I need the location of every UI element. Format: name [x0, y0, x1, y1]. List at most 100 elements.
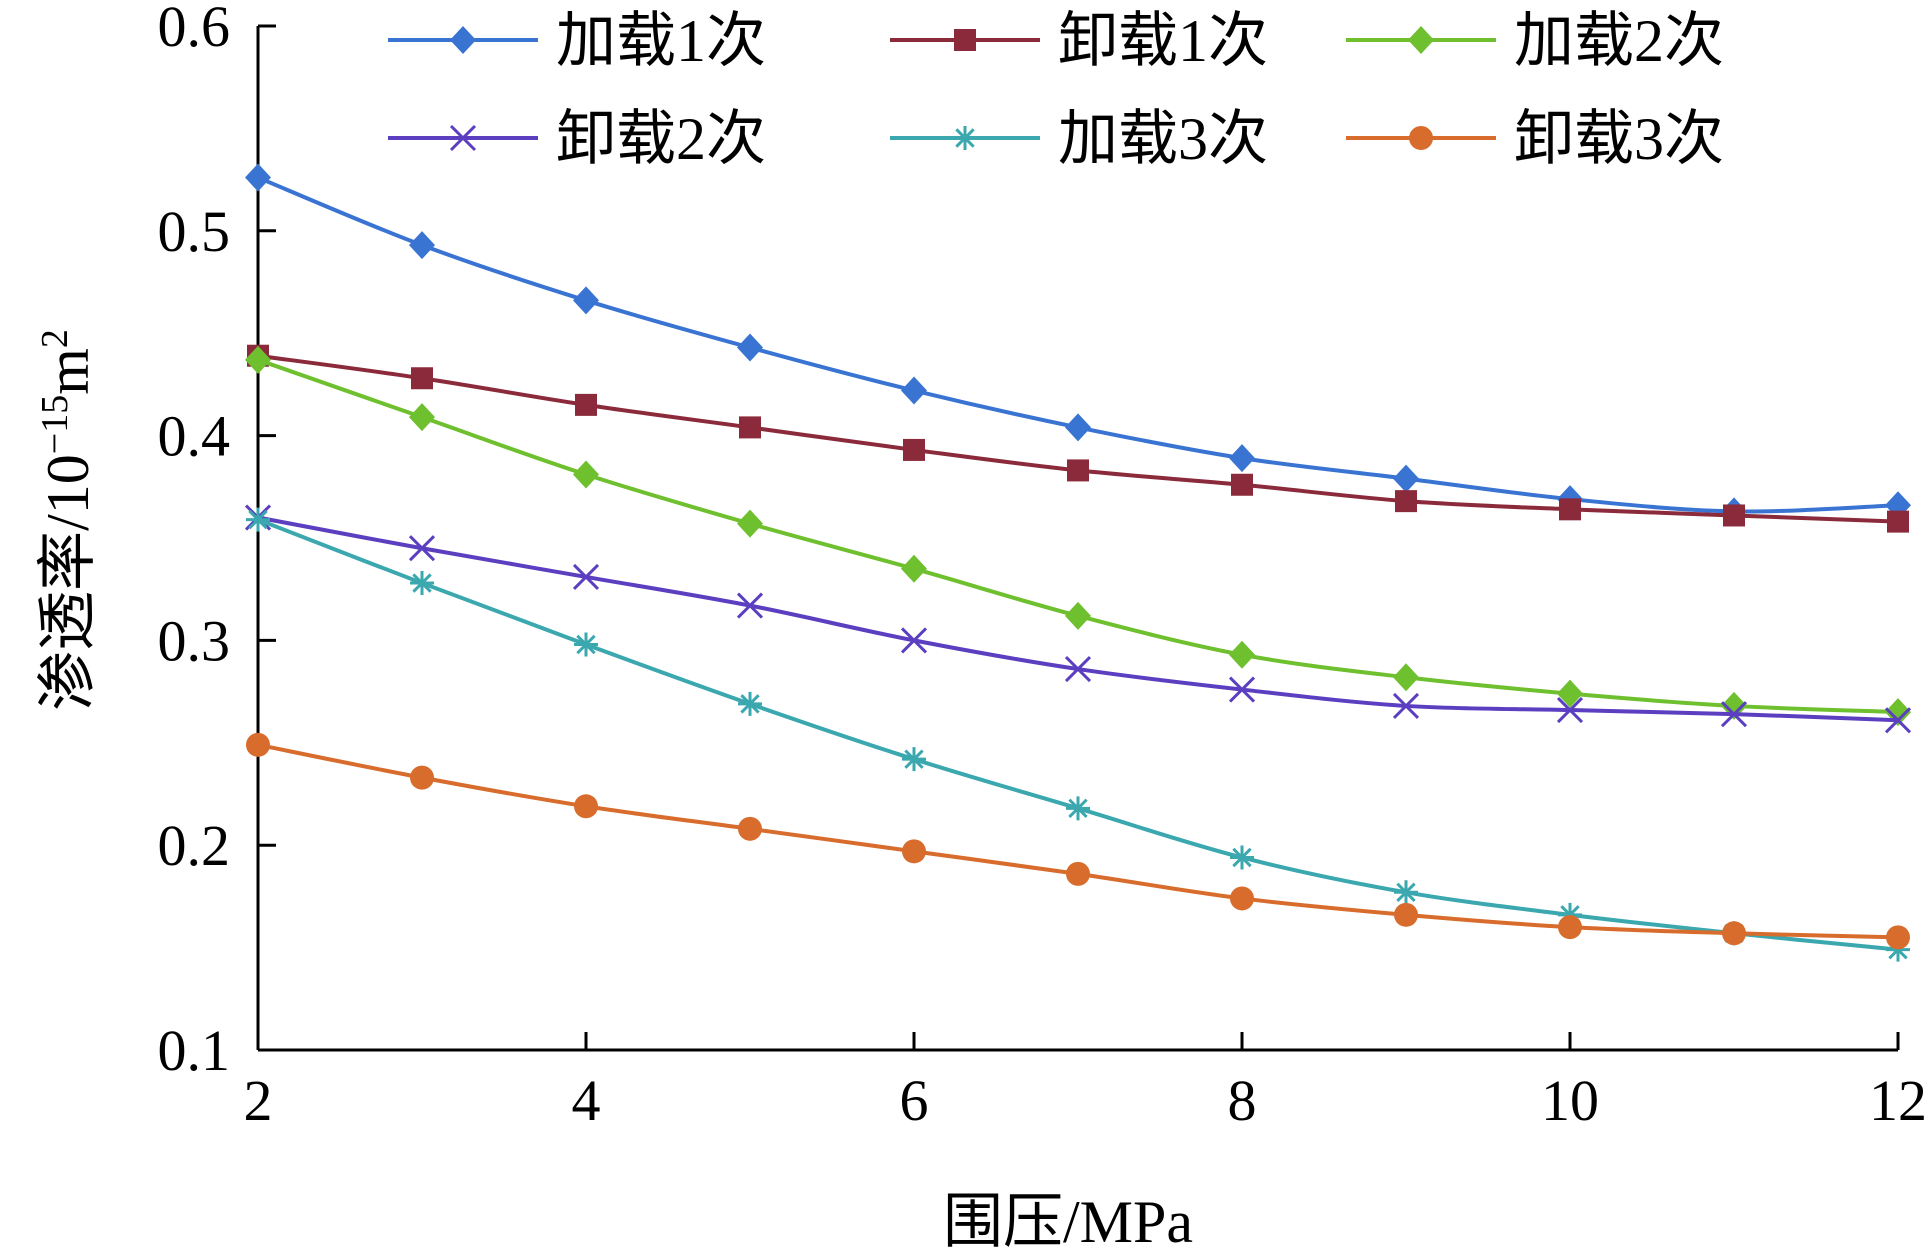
series-line	[257, 742, 1899, 940]
x-tick-label: 4	[572, 1068, 601, 1133]
data-point	[1723, 504, 1745, 527]
y-axis-title-exponent: −15	[34, 395, 76, 454]
series-1	[245, 163, 1911, 526]
data-point	[409, 403, 435, 432]
legend-marker	[953, 126, 977, 150]
legend-label: 加载3次	[1058, 106, 1268, 172]
legend-label: 卸载1次	[1058, 8, 1268, 74]
data-point	[737, 333, 763, 362]
data-point	[1229, 444, 1255, 473]
legend-item: 加载1次	[388, 8, 766, 74]
data-point	[738, 691, 762, 716]
x-tick-label: 6	[900, 1068, 929, 1133]
y-tick-label: 0.3	[158, 608, 231, 673]
data-point	[902, 747, 926, 772]
legend-item: 加载3次	[890, 106, 1268, 172]
data-point	[410, 571, 434, 596]
data-point	[572, 563, 600, 590]
series-6	[246, 732, 1910, 950]
data-point	[246, 732, 270, 757]
data-point	[1558, 902, 1582, 927]
data-point	[573, 460, 599, 489]
y-axis-title-unit-exponent: 2	[34, 329, 76, 348]
data-point	[903, 438, 925, 461]
legend-item: 加载2次	[1346, 8, 1724, 74]
series-2	[247, 344, 1909, 533]
data-point	[1556, 696, 1584, 724]
y-axis-title-unit: m	[35, 348, 101, 395]
data-point	[1065, 601, 1091, 630]
y-tick-label: 0.4	[158, 404, 231, 469]
data-point	[573, 286, 599, 315]
data-point	[575, 393, 597, 416]
legend-item: 卸载3次	[1346, 106, 1724, 172]
data-point	[1395, 490, 1417, 513]
data-point	[736, 592, 764, 619]
y-tick-label: 0.1	[158, 1018, 231, 1083]
x-tick-label: 2	[244, 1068, 273, 1133]
data-point	[900, 627, 928, 654]
data-point	[411, 367, 433, 390]
series-3	[245, 345, 1911, 727]
x-tick-label: 8	[1228, 1068, 1257, 1133]
data-point	[1559, 498, 1581, 521]
data-point	[902, 839, 926, 864]
data-point	[1392, 692, 1420, 719]
y-tick-label: 0.5	[158, 199, 231, 264]
data-point	[410, 765, 434, 790]
x-tick-label: 10	[1541, 1068, 1599, 1133]
legend-label: 卸载3次	[1514, 106, 1724, 172]
legend-marker	[449, 124, 477, 152]
legend-item: 卸载2次	[388, 106, 766, 172]
data-point	[1065, 413, 1091, 442]
data-point	[1230, 886, 1254, 911]
data-point	[1884, 707, 1912, 734]
y-axis-title-main: 渗透率/10	[35, 454, 101, 711]
data-point	[1557, 679, 1583, 708]
data-point	[1887, 510, 1909, 533]
data-point	[409, 231, 435, 260]
legend-marker	[450, 26, 476, 54]
data-point	[408, 535, 436, 562]
data-point	[1067, 459, 1089, 482]
data-point	[246, 507, 270, 532]
data-point	[574, 794, 598, 819]
x-tick-label: 12	[1869, 1068, 1926, 1133]
data-point	[1229, 640, 1255, 669]
data-point	[245, 163, 271, 192]
data-point	[1066, 796, 1090, 821]
data-point	[1393, 663, 1419, 692]
legend-label: 加载1次	[556, 8, 766, 74]
y-axis-title: 渗透率/10−15m2	[34, 329, 101, 711]
series-5	[246, 507, 1910, 962]
data-point	[245, 345, 271, 374]
data-point	[738, 816, 762, 841]
data-point	[1228, 676, 1256, 703]
legend-marker	[1409, 126, 1433, 150]
data-point	[1394, 880, 1418, 905]
y-tick-label: 0.2	[158, 813, 231, 878]
data-point	[737, 509, 763, 538]
data-point	[1886, 925, 1910, 950]
data-point	[1064, 656, 1092, 683]
axes: 0.1 0.2 0.3 0.4 0.5 0.6 2 4 6 8 10 12	[158, 0, 1926, 1133]
data-point	[1231, 473, 1253, 496]
data-point	[1230, 845, 1254, 870]
legend-label: 卸载2次	[556, 106, 766, 172]
data-point	[1393, 464, 1419, 493]
y-tick-label: 0.6	[158, 0, 231, 59]
series-line	[257, 175, 1899, 514]
x-axis-title: 围压/MPa	[943, 1189, 1193, 1255]
series-line	[257, 517, 1899, 952]
data-point	[1886, 937, 1910, 962]
data-point	[1394, 902, 1418, 927]
data-point	[1722, 921, 1746, 946]
legend-marker	[954, 29, 976, 51]
data-point	[1558, 915, 1582, 940]
legend-item: 卸载1次	[890, 8, 1268, 74]
data-point	[901, 554, 927, 583]
legend-label: 加载2次	[1514, 8, 1724, 74]
legend-marker	[1408, 26, 1434, 54]
